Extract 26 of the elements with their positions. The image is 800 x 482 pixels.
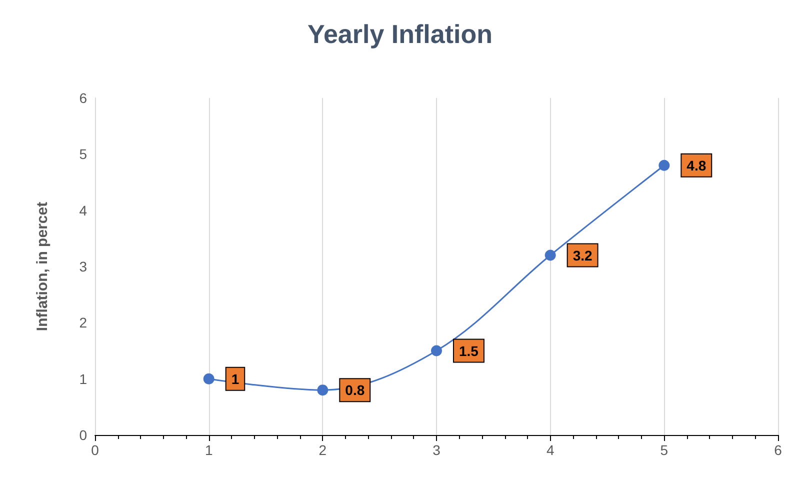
point [317, 384, 328, 396]
y-tick-label: 6 [79, 90, 88, 106]
data-label: 0.8 [345, 382, 365, 398]
data-label: 3.2 [572, 247, 593, 264]
y-axis-title: Inflation, in percet [34, 202, 51, 332]
point [658, 160, 670, 171]
x-tick-label: 4 [546, 442, 554, 458]
x-tick-label: 0 [91, 442, 100, 458]
y-tick-label: 3 [79, 258, 88, 274]
y-tick-label: 4 [79, 202, 88, 218]
x-tick-label: 2 [318, 442, 327, 458]
x-tick-label: 1 [204, 442, 213, 458]
y-tick-label: 0 [79, 427, 88, 443]
point [203, 373, 214, 384]
data-label: 1 [231, 370, 240, 387]
y-tick-label: 2 [79, 314, 88, 331]
data-label: 1.5 [459, 342, 479, 359]
y-tick-label: 1 [79, 370, 88, 387]
point [544, 250, 556, 261]
point [431, 345, 442, 356]
chart-title: Yearly Inflation [308, 19, 492, 49]
data-label: 4.8 [686, 157, 706, 174]
y-tick-label: 5 [79, 146, 88, 162]
x-tick-label: 5 [660, 442, 668, 458]
x-tick-label: 3 [432, 442, 441, 458]
x-tick-label: 6 [774, 442, 782, 458]
